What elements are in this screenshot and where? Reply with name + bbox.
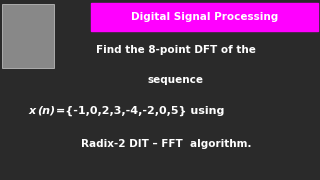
Text: Find the 8-point DFT of the: Find the 8-point DFT of the [96, 45, 256, 55]
FancyBboxPatch shape [91, 3, 318, 31]
Text: Radix-2 DIT – FFT  algorithm.: Radix-2 DIT – FFT algorithm. [81, 139, 252, 149]
Text: (n): (n) [37, 106, 55, 116]
Text: Digital Signal Processing: Digital Signal Processing [131, 12, 278, 22]
Text: sequence: sequence [148, 75, 204, 85]
Text: ={-1,0,2,3,-4,-2,0,5} using: ={-1,0,2,3,-4,-2,0,5} using [56, 105, 224, 116]
FancyBboxPatch shape [2, 4, 54, 68]
Text: x: x [29, 106, 36, 116]
